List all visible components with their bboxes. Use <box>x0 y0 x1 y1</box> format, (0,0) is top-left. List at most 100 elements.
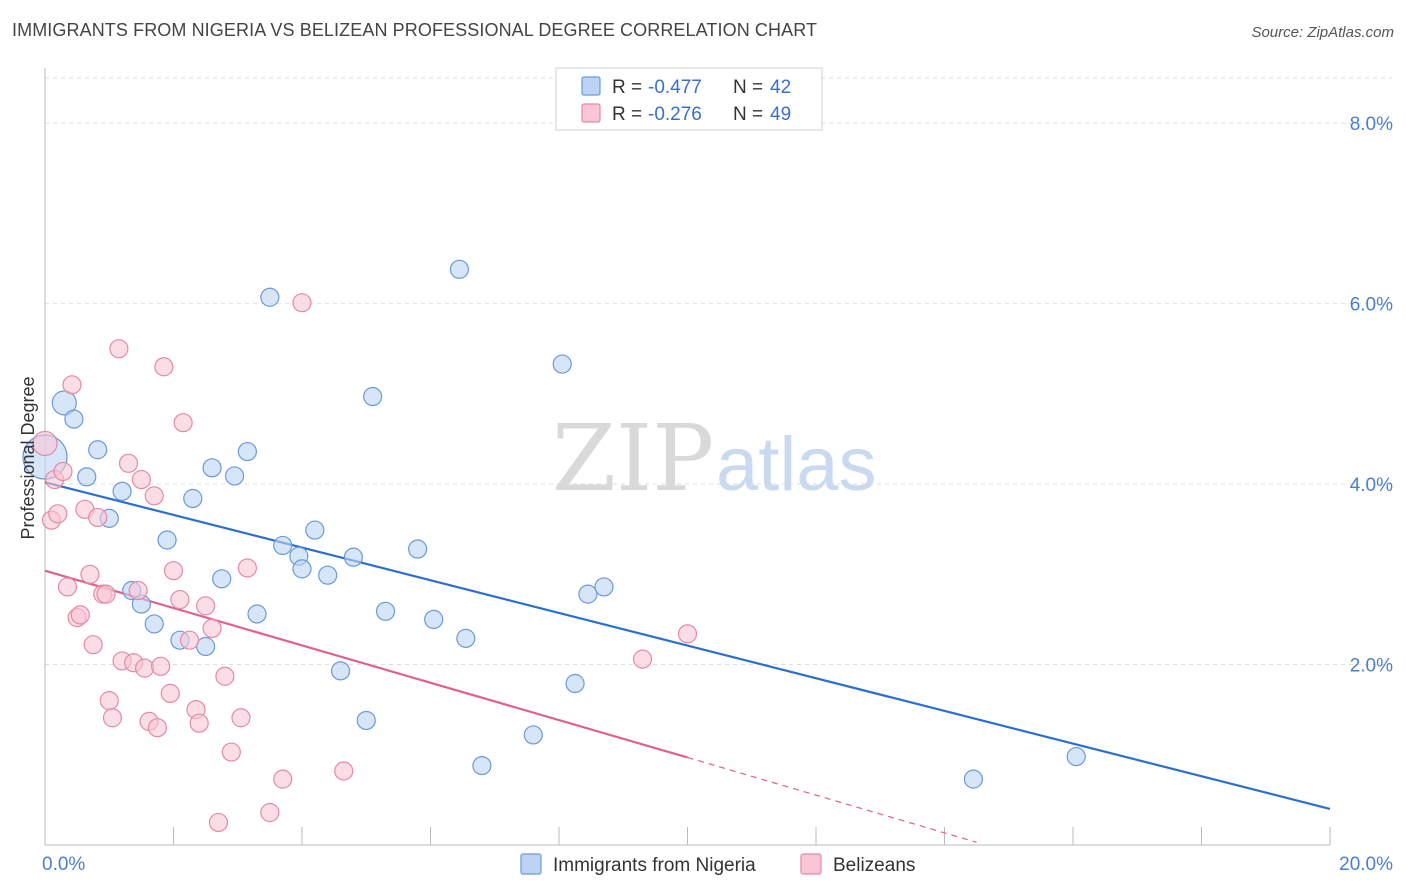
legend-r-label-belizeans: R = <box>612 104 642 125</box>
trend-lines <box>44 481 1331 843</box>
point-belizeans <box>179 630 200 650</box>
point-nigeria <box>51 390 77 416</box>
legend-r-label-nigeria: R = <box>612 77 642 98</box>
series-legend: Immigrants from Nigeria Belizeans <box>520 853 915 876</box>
point-belizeans <box>96 584 116 604</box>
point-nigeria <box>273 535 293 556</box>
point-nigeria <box>552 354 572 374</box>
legend-n-label-nigeria: N = <box>733 77 763 98</box>
point-belizeans <box>32 430 58 457</box>
point-belizeans <box>80 564 100 584</box>
point-belizeans <box>163 561 184 581</box>
point-belizeans <box>62 375 82 395</box>
point-belizeans <box>128 580 148 601</box>
point-nigeria <box>594 577 614 597</box>
point-belizeans <box>677 624 698 644</box>
point-belizeans <box>83 635 103 655</box>
x-tick-label: 20.0% <box>1339 854 1393 875</box>
point-nigeria <box>112 481 132 501</box>
point-belizeans <box>131 469 151 490</box>
point-nigeria <box>472 755 492 776</box>
point-belizeans <box>632 649 653 669</box>
legend: R = -0.477 N = 42 R = -0.276 N = 49 <box>555 67 823 131</box>
point-nigeria <box>330 661 351 681</box>
series-legend-label-belizeans: Belizeans <box>833 855 915 876</box>
chart-title: IMMIGRANTS FROM NIGERIA VS BELIZEAN PROF… <box>12 20 818 40</box>
chart-source: Source: ZipAtlas.com <box>1251 24 1394 41</box>
point-nigeria <box>237 441 257 462</box>
point-belizeans <box>109 339 129 359</box>
point-belizeans <box>221 742 241 762</box>
watermark-zip: ZIP <box>552 405 714 512</box>
point-belizeans <box>48 504 68 524</box>
legend-r-value-nigeria: -0.477 <box>648 77 702 98</box>
y-tick-labels: 2.0% 4.0% 6.0% 8.0% <box>1350 114 1393 676</box>
series-legend-label-nigeria: Immigrants from Nigeria <box>553 855 756 876</box>
point-nigeria <box>523 725 543 745</box>
legend-n-label-belizeans: N = <box>733 104 763 125</box>
x-tick-label: 0.0% <box>42 854 85 875</box>
point-nigeria <box>183 488 203 509</box>
point-belizeans <box>189 713 209 733</box>
point-belizeans <box>170 589 190 610</box>
point-nigeria <box>375 601 396 621</box>
y-tick-label: 4.0% <box>1350 475 1393 496</box>
point-nigeria <box>260 287 280 307</box>
point-nigeria <box>247 604 267 624</box>
point-belizeans <box>196 596 216 616</box>
point-belizeans <box>208 812 229 833</box>
point-nigeria <box>292 559 312 579</box>
point-nigeria <box>363 386 383 407</box>
point-belizeans <box>53 461 73 482</box>
point-belizeans <box>334 761 354 781</box>
point-belizeans <box>292 293 312 313</box>
point-belizeans <box>173 413 193 433</box>
legend-n-value-nigeria: 42 <box>770 77 791 98</box>
series-legend-swatch-nigeria <box>520 853 542 875</box>
trend-line-belizeans-extension <box>687 756 977 843</box>
point-belizeans <box>160 683 180 704</box>
legend-r-value-belizeans: -0.276 <box>648 104 702 125</box>
point-nigeria <box>318 565 338 585</box>
x-tick-labels: 0.0% 20.0% <box>42 854 1393 875</box>
point-belizeans <box>151 656 171 676</box>
point-nigeria <box>224 466 245 486</box>
point-belizeans <box>57 577 78 597</box>
series-legend-swatch-belizeans <box>800 853 822 875</box>
point-nigeria <box>212 569 232 589</box>
point-nigeria <box>202 458 222 478</box>
point-nigeria <box>565 673 585 694</box>
point-belizeans <box>260 802 280 823</box>
legend-swatch-belizeans <box>581 103 601 123</box>
point-nigeria <box>1066 746 1086 767</box>
point-belizeans <box>202 618 222 639</box>
point-nigeria <box>456 628 476 648</box>
point-nigeria <box>356 710 376 731</box>
trend-line-belizeans <box>44 569 688 759</box>
watermark-atlas: atlas <box>716 422 877 507</box>
point-nigeria <box>305 520 325 540</box>
point-belizeans <box>273 769 293 789</box>
point-nigeria <box>449 259 470 279</box>
point-nigeria <box>88 440 108 460</box>
point-nigeria <box>963 769 984 789</box>
point-belizeans <box>231 708 251 728</box>
trend-line-nigeria <box>44 481 1331 810</box>
y-tick-label: 2.0% <box>1350 656 1393 677</box>
point-nigeria <box>77 467 97 487</box>
point-belizeans <box>154 357 174 377</box>
point-belizeans <box>144 486 164 506</box>
point-nigeria <box>424 609 444 630</box>
point-belizeans <box>88 507 108 528</box>
legend-swatch-nigeria <box>581 76 601 96</box>
point-belizeans <box>70 605 90 625</box>
point-nigeria <box>64 409 84 429</box>
point-belizeans <box>237 558 257 578</box>
point-belizeans <box>134 658 155 678</box>
point-nigeria <box>408 539 428 559</box>
y-tick-label: 6.0% <box>1350 295 1393 316</box>
point-nigeria <box>157 530 177 550</box>
point-nigeria <box>578 584 598 604</box>
data-points <box>22 259 1086 833</box>
point-belizeans <box>118 453 139 473</box>
